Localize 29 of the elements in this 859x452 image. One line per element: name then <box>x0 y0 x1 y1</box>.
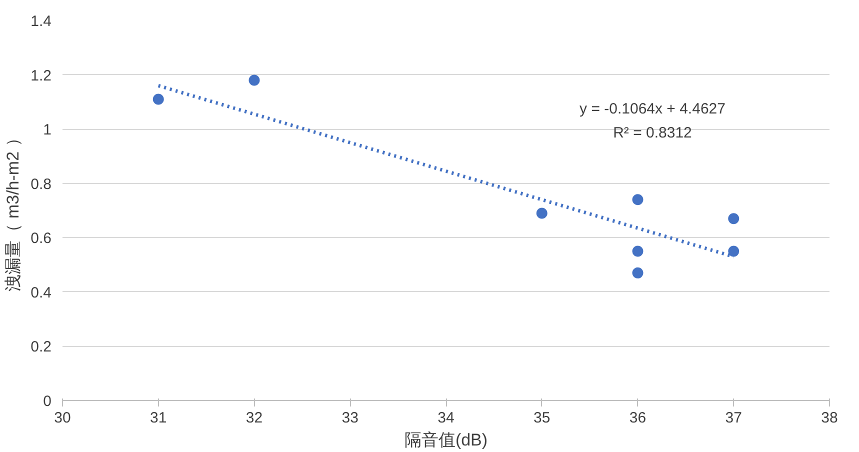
x-tick-label: 32 <box>246 410 263 426</box>
point <box>632 267 644 278</box>
y-tick-label: 0 <box>43 393 52 410</box>
x-axis-title: 隔音值(dB) <box>404 430 488 450</box>
x-tick-label: 31 <box>150 410 167 426</box>
point <box>632 246 644 257</box>
y-tick-label: 0.6 <box>30 230 52 248</box>
annotation: R² = 0.8312 <box>613 124 692 142</box>
x-tick-label: 37 <box>725 410 742 426</box>
point <box>728 213 740 224</box>
y-tick-label: 1.2 <box>30 67 52 84</box>
point <box>536 208 548 219</box>
point <box>152 94 164 105</box>
y-tick-label: 0.2 <box>30 338 52 356</box>
x-tick-label: 38 <box>821 410 838 426</box>
x-tick-label: 36 <box>629 410 646 426</box>
y-axis-title: 洩漏量（ m3/h-m2 ） <box>4 130 23 292</box>
y-tick-label: 1 <box>43 122 52 139</box>
y-tick-label: 0.4 <box>30 284 52 302</box>
x-tick-label: 33 <box>342 410 358 426</box>
x-tick-label: 34 <box>438 410 454 426</box>
x-tick-label: 35 <box>534 410 550 426</box>
annotation: y = -0.1064x + 4.4627 <box>580 100 726 118</box>
point <box>632 194 644 206</box>
point <box>728 246 740 257</box>
point <box>248 74 260 86</box>
y-tick-label: 0.8 <box>30 176 52 193</box>
x-tick-label: 30 <box>54 410 71 426</box>
y-tick-label: 1.4 <box>30 13 52 30</box>
